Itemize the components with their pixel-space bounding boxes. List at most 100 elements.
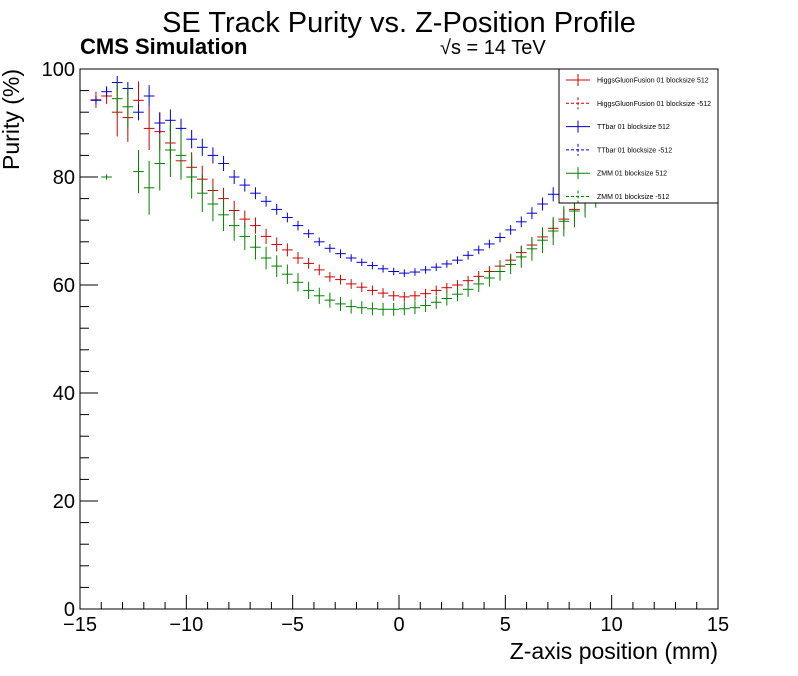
cms-simulation-label: CMS Simulation (80, 34, 247, 59)
y-tick-label: 0 (64, 599, 75, 621)
data-point (239, 178, 251, 192)
data-point (313, 287, 325, 304)
data-point (282, 264, 293, 284)
data-point (399, 302, 410, 316)
x-tick-labels: −15 −10 −5 0 5 10 15 (63, 614, 729, 636)
data-point (143, 106, 155, 150)
data-point (313, 264, 325, 276)
data-point (196, 138, 208, 156)
legend-label: ZMM 01 blocksize -512 (597, 194, 669, 201)
data-point (260, 246, 272, 270)
data-point (430, 285, 442, 296)
series-1 (90, 76, 612, 277)
data-point (484, 239, 495, 249)
data-point (399, 269, 410, 277)
data-point (207, 186, 219, 222)
data-point (537, 197, 548, 211)
data-point (303, 281, 314, 300)
data-point (260, 195, 272, 207)
y-tick-label: 20 (53, 491, 75, 513)
data-point (175, 131, 187, 180)
data-point (409, 301, 421, 315)
y-tick-label: 60 (53, 275, 75, 297)
legend-item: ZMM 01 blocksize -512 (566, 190, 669, 203)
data-point (420, 299, 431, 312)
data-points (90, 76, 612, 316)
data-point (324, 272, 336, 282)
data-point (345, 299, 357, 314)
series-0 (90, 81, 612, 302)
data-point (462, 281, 474, 297)
data-point (484, 269, 495, 287)
x-tick-label: −5 (281, 614, 304, 636)
legend-item: ZMM 01 blocksize 512 (566, 167, 667, 180)
data-point (388, 302, 399, 316)
legend: HiggsGluonFusion 01 blocksize 512 HiggsGl… (558, 68, 719, 204)
data-point (228, 210, 240, 241)
chart-title: SE Track Purity vs. Z-Position Profile (162, 7, 636, 39)
data-point (101, 174, 112, 180)
data-point (462, 250, 474, 260)
legend-label: ZMM 01 blocksize 512 (597, 171, 667, 178)
data-point (526, 207, 538, 220)
data-point (228, 169, 240, 185)
data-point (250, 187, 261, 200)
axis-ticks (79, 68, 719, 610)
data-point (271, 255, 283, 277)
data-point (186, 155, 197, 199)
data-point (239, 222, 251, 250)
data-point (558, 206, 570, 237)
data-point (196, 174, 208, 213)
data-point (377, 302, 389, 316)
data-point (154, 136, 166, 191)
data-point (260, 228, 272, 244)
data-point (494, 232, 506, 243)
data-point (111, 82, 123, 115)
legend-label: TTbar 01 blocksize 512 (597, 124, 670, 131)
data-point (473, 275, 485, 293)
data-point (345, 279, 357, 289)
data-point (452, 256, 463, 264)
legend-item: HiggsGluonFusion 01 blocksize 512 (566, 74, 709, 86)
data-point (165, 123, 176, 177)
legend-label: HiggsGluonFusion 01 blocksize -512 (597, 101, 711, 108)
data-point (292, 252, 304, 264)
x-tick-label: −10 (169, 614, 203, 636)
y-tick-labels: 0 20 40 60 80 100 (42, 59, 75, 621)
data-point (101, 86, 112, 98)
data-point (345, 254, 357, 262)
series-2 (101, 82, 612, 316)
data-point (452, 287, 463, 302)
legend-item: TTbar 01 blocksize -512 (566, 143, 672, 156)
data-point (430, 263, 442, 271)
x-tick-label: 0 (393, 614, 404, 636)
data-point (324, 243, 336, 253)
data-point (218, 155, 229, 172)
data-point (271, 204, 283, 215)
data-point (356, 301, 368, 315)
data-point (250, 217, 261, 234)
data-point (303, 258, 314, 269)
data-point (377, 265, 389, 273)
data-point (515, 216, 527, 228)
data-point (430, 295, 442, 309)
energy-label: √s = 14 TeV (440, 37, 546, 59)
legend-item: TTbar 01 blocksize 512 (566, 120, 670, 133)
data-point (505, 225, 516, 235)
data-point (409, 290, 421, 301)
legend-item: HiggsGluonFusion 01 blocksize -512 (566, 97, 711, 110)
data-point (335, 249, 346, 258)
data-point (133, 150, 144, 194)
y-tick-label: 40 (53, 383, 75, 405)
data-point (186, 130, 197, 149)
x-tick-label: 5 (500, 614, 511, 636)
data-point (537, 227, 548, 254)
data-point (367, 302, 378, 316)
data-point (494, 262, 506, 281)
data-point (399, 292, 410, 302)
x-tick-label: −15 (63, 614, 97, 636)
data-point (441, 291, 453, 306)
data-point (335, 296, 346, 311)
data-point (367, 261, 378, 270)
